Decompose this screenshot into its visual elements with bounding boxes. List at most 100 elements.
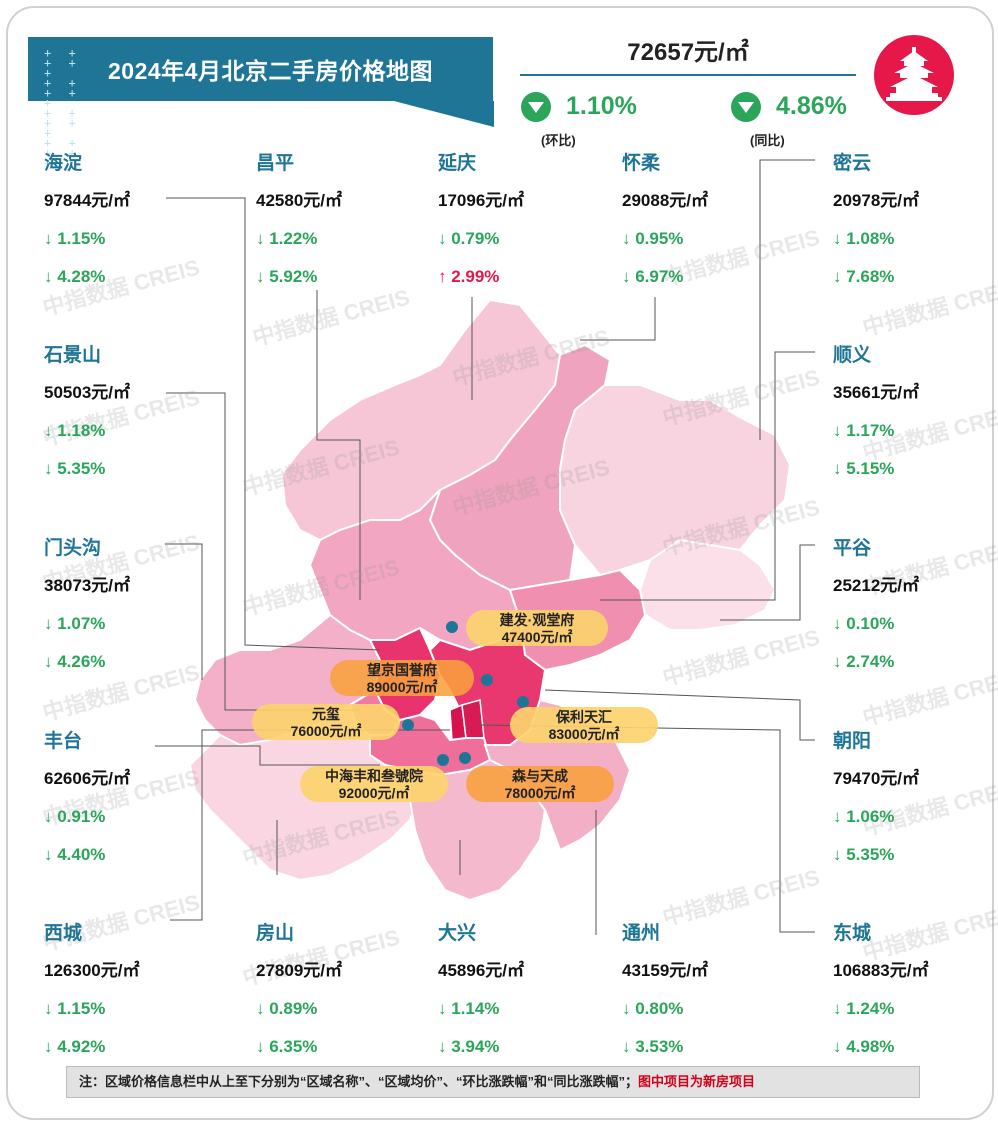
footnote-highlight: 图中项目为新房项目	[638, 1074, 756, 1089]
district-fengtai: 丰台 62606元/㎡ ↓ 0.91% ↓ 4.40%	[44, 730, 194, 882]
district-name: 怀柔	[622, 153, 661, 174]
project-dot-wangjing	[481, 674, 493, 686]
project-dot-baoli	[517, 696, 529, 708]
district-yoy: ↓ 6.35%	[256, 1037, 318, 1056]
project-label-jianfa: 建发·观堂府 47400元/㎡	[466, 610, 608, 646]
yoy-change: 4.86%	[776, 92, 847, 120]
district-price: 17096元/㎡	[438, 191, 524, 210]
project-name: 望京国誉府	[367, 662, 437, 678]
yoy-label: (同比)	[750, 133, 785, 148]
district-price: 45896元/㎡	[438, 961, 524, 980]
project-price: 83000元/㎡	[548, 726, 620, 742]
district-haidian: 海淀 97844元/㎡ ↓ 1.15% ↓ 4.28%	[44, 152, 194, 304]
project-label-senyu: 森与天成 78000元/㎡	[466, 766, 614, 802]
plus-pattern-icon: + + + + + + + + + + + + + + + + + + + +	[44, 46, 81, 170]
project-dot-jianfa	[446, 621, 458, 633]
district-name: 海淀	[44, 153, 83, 174]
district-mom: ↓ 1.15%	[44, 999, 106, 1018]
district-yoy: ↓ 5.92%	[256, 267, 318, 286]
district-miyun: 密云 20978元/㎡ ↓ 1.08% ↓ 7.68%	[833, 152, 983, 304]
footnote-text: 注：区域价格信息栏中从上至下分别为“区域名称”、“区域均价”、“环比涨跌幅”和“…	[79, 1074, 639, 1089]
district-pinggu: 平谷 25212元/㎡ ↓ 0.10% ↓ 2.74%	[833, 537, 983, 689]
district-yoy: ↑ 2.99%	[438, 267, 500, 286]
district-chaoyang: 朝阳 79470元/㎡ ↓ 1.06% ↓ 5.35%	[833, 730, 983, 882]
project-price: 78000元/㎡	[504, 785, 576, 801]
district-name: 门头沟	[44, 538, 102, 559]
district-yoy: ↓ 2.74%	[833, 652, 895, 671]
project-name: 元玺	[312, 706, 340, 722]
district-yoy: ↓ 4.92%	[44, 1037, 106, 1056]
district-name: 东城	[833, 923, 872, 944]
district-price: 50503元/㎡	[44, 383, 130, 402]
district-daxing: 大兴 45896元/㎡ ↓ 1.14% ↓ 3.94%	[438, 922, 588, 1074]
temple-of-heaven-icon	[874, 35, 954, 115]
district-name: 朝阳	[833, 731, 872, 752]
district-yoy: ↓ 4.98%	[833, 1037, 895, 1056]
district-yoy: ↓ 7.68%	[833, 267, 895, 286]
title-banner-tail	[394, 101, 494, 127]
district-mom: ↓ 1.15%	[44, 229, 106, 248]
project-label-baoli: 保利天汇 83000元/㎡	[510, 707, 658, 743]
district-mom: ↓ 1.06%	[833, 807, 895, 826]
project-dots	[402, 621, 529, 766]
district-name: 延庆	[438, 153, 477, 174]
district-name: 密云	[833, 153, 872, 174]
district-name: 顺义	[833, 345, 872, 366]
district-yanqing: 延庆 17096元/㎡ ↓ 0.79% ↑ 2.99%	[438, 152, 588, 304]
district-name: 平谷	[833, 538, 872, 559]
district-fangshan: 房山 27809元/㎡ ↓ 0.89% ↓ 6.35%	[256, 922, 406, 1074]
project-name: 建发·观堂府	[499, 612, 575, 628]
district-price: 106883元/㎡	[833, 961, 929, 980]
project-name: 中海丰和叁號院	[325, 768, 423, 784]
district-price: 29088元/㎡	[622, 191, 708, 210]
project-label-zhonghai: 中海丰和叁號院 92000元/㎡	[300, 766, 448, 802]
district-price: 35661元/㎡	[833, 383, 919, 402]
title-banner	[28, 37, 493, 101]
district-price: 38073元/㎡	[44, 576, 130, 595]
district-price: 62606元/㎡	[44, 769, 130, 788]
district-yoy: ↓ 5.35%	[44, 459, 106, 478]
project-label-yuanxi: 元玺 76000元/㎡	[252, 704, 400, 740]
district-name: 丰台	[44, 731, 83, 752]
district-yoy: ↓ 3.53%	[622, 1037, 684, 1056]
district-mom: ↓ 1.18%	[44, 421, 106, 440]
district-price: 20978元/㎡	[833, 191, 919, 210]
map-region-dongcheng	[461, 699, 485, 739]
district-yoy: ↓ 4.40%	[44, 845, 106, 864]
district-tongzhou: 通州 43159元/㎡ ↓ 0.80% ↓ 3.53%	[622, 922, 772, 1074]
district-yoy: ↓ 3.94%	[438, 1037, 500, 1056]
district-name: 通州	[622, 923, 661, 944]
project-price: 92000元/㎡	[338, 785, 410, 801]
district-xicheng: 西城 126300元/㎡ ↓ 1.15% ↓ 4.92%	[44, 922, 194, 1074]
district-shijingshan: 石景山 50503元/㎡ ↓ 1.18% ↓ 5.35%	[44, 344, 194, 496]
district-price: 126300元/㎡	[44, 961, 140, 980]
district-mom: ↓ 1.07%	[44, 614, 106, 633]
district-mom: ↓ 1.24%	[833, 999, 895, 1018]
district-price: 79470元/㎡	[833, 769, 919, 788]
project-price: 47400元/㎡	[501, 629, 573, 645]
mom-change: 1.10%	[566, 92, 637, 120]
district-name: 西城	[44, 923, 83, 944]
district-mentougou: 门头沟 38073元/㎡ ↓ 1.07% ↓ 4.26%	[44, 537, 194, 689]
divider	[520, 74, 856, 76]
district-name: 昌平	[256, 153, 295, 174]
project-dot-zhonghai	[437, 754, 449, 766]
district-mom: ↓ 1.14%	[438, 999, 500, 1018]
district-mom: ↓ 0.10%	[833, 614, 895, 633]
district-huairou: 怀柔 29088元/㎡ ↓ 0.95% ↓ 6.97%	[622, 152, 772, 304]
district-price: 25212元/㎡	[833, 576, 919, 595]
district-name: 石景山	[44, 345, 102, 366]
district-yoy: ↓ 5.15%	[833, 459, 895, 478]
project-label-wangjing: 望京国誉府 89000元/㎡	[330, 660, 474, 696]
district-name: 房山	[256, 923, 295, 944]
district-mom: ↓ 0.91%	[44, 807, 106, 826]
project-name: 森与天成	[512, 768, 568, 784]
district-yoy: ↓ 4.28%	[44, 267, 106, 286]
district-mom: ↓ 1.17%	[833, 421, 895, 440]
district-price: 97844元/㎡	[44, 191, 130, 210]
district-price: 43159元/㎡	[622, 961, 708, 980]
down-arrow-icon	[521, 92, 551, 122]
district-mom: ↓ 1.22%	[256, 229, 318, 248]
district-price: 42580元/㎡	[256, 191, 342, 210]
project-price: 76000元/㎡	[290, 723, 362, 739]
